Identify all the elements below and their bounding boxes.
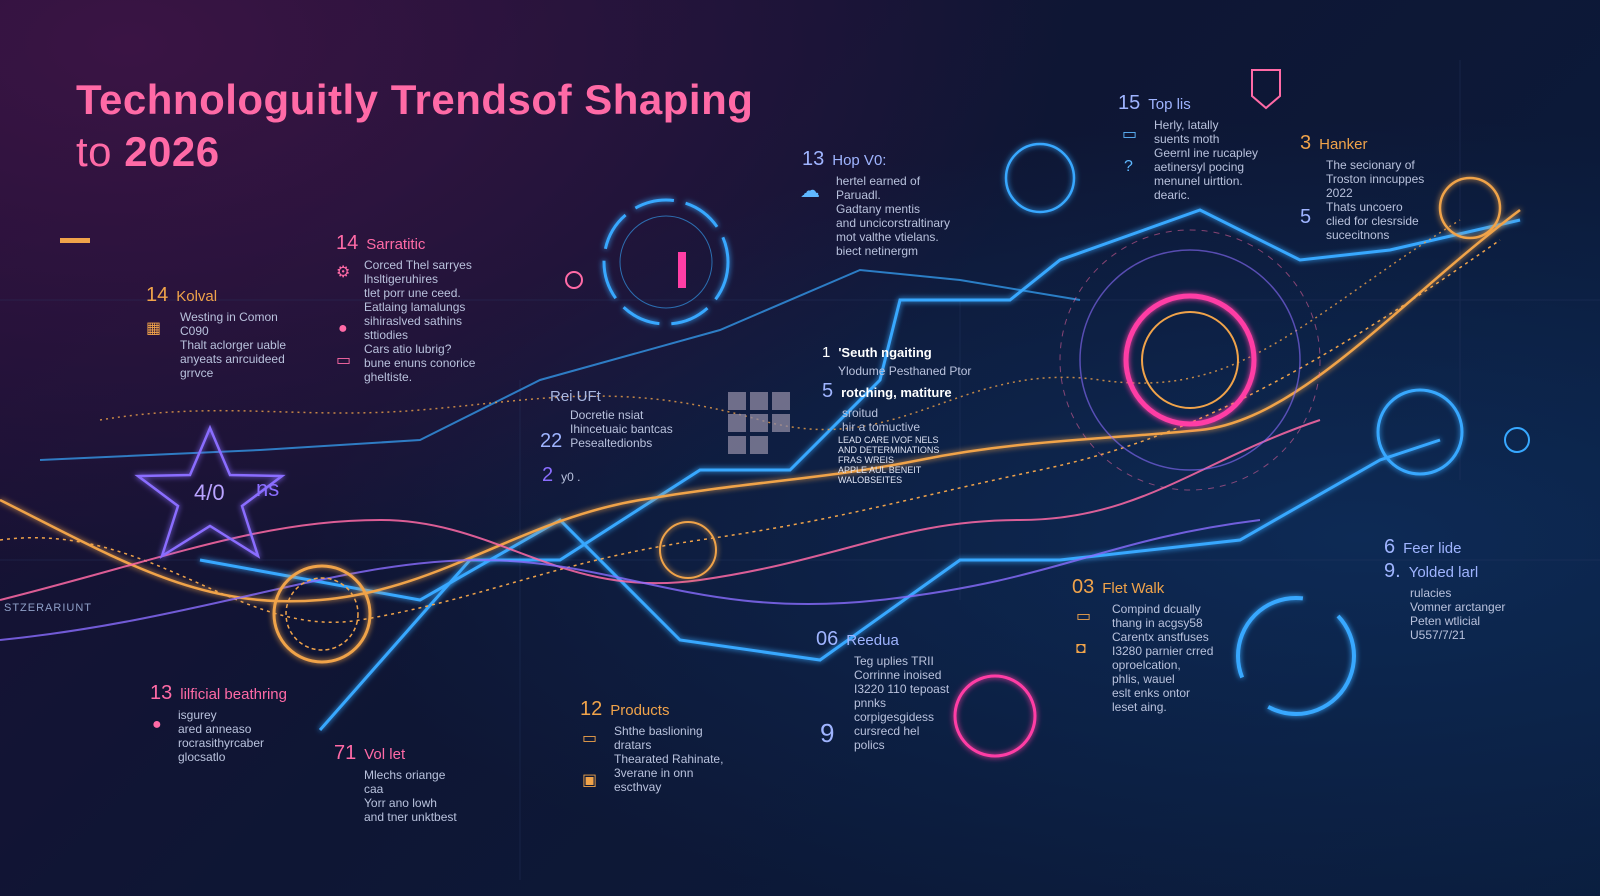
caps-list: LEAD CARE IVOF NELS AND DETERMINATIONS F… [838,435,940,485]
trend-number-2: 2 y0 . [542,464,581,486]
trend-number-9: 9 [820,718,835,748]
monitor-icon: ▭ [582,730,598,747]
trend-block-vol: 71 Vol let Mlechs oriange caa Yorr ano lo… [334,742,457,824]
page-title: Technologuitly Trendsof Shaping [76,76,754,123]
trend-block-top: 15 Top lis Herly, latally suents moth Gee… [1118,92,1259,202]
trend-block-south: 1 'Seuth ngaiting Ylodume Pesthaned Ptor [822,344,972,378]
trend-block-lilficial: 13 lilficial beathring isgurey ared annea… [150,682,287,764]
gear-icon: ⚙ [336,264,351,281]
alarm-icon: ◘ [1076,640,1086,657]
star-number: 4/0 [194,480,225,505]
question-icon: ? [1124,158,1133,175]
trend-number-22: 22 Pesealtedionbs [540,430,653,452]
side-label: STZERARIUNT [4,602,92,614]
database-icon: ▣ [582,772,598,789]
monitor-icon: ▭ [336,352,352,369]
trend-block-feer: 6 Feer lide [1384,536,1462,558]
trend-block-hop: 13 Hop V0: hertel earned of Paruadl. Gadt… [802,148,951,258]
laptop-icon: ▭ [1122,126,1138,143]
user-icon: ● [152,716,162,733]
chat-icon: ▭ [1076,608,1092,625]
trend-block-flet: 03 Flet Walk Compind dcually thang in acg… [1072,576,1214,714]
lightbulb-icon: ● [338,320,348,337]
trend-block-rei: Rei UFt Docretie nsiat Ihincetuaic bantc… [550,388,673,436]
trend-block-yolded: 9. Yolded larl rulacies Vomner arctanger … [1384,560,1506,642]
cloud-icon: ☁ [800,180,820,202]
trend-block-sarratitic: 14 Sarratitic Corced Thel sarryes lhsltig… [336,232,476,384]
trend-block-kolval: 14 Kolval Westing in Comon C090 Thalt acl… [146,284,287,380]
star-label: ns [256,476,280,501]
calendar-icon: ▦ [146,320,162,337]
trend-block-hanker: 3 Hanker The secionary of Troston inncupp… [1300,132,1425,242]
trend-block-products: 12 Products Shthe baslioning dratars Thea… [580,698,724,794]
trend-number-5: 5 [1300,206,1312,228]
trend-block-maturity: 5 rotching, matiture sroitud hir a tomuct… [822,380,952,434]
trend-block-reedua: 06 Reedua Teg uplies TRII Corrinne inoise… [816,628,950,752]
page-subtitle: to 2026 [76,128,220,175]
